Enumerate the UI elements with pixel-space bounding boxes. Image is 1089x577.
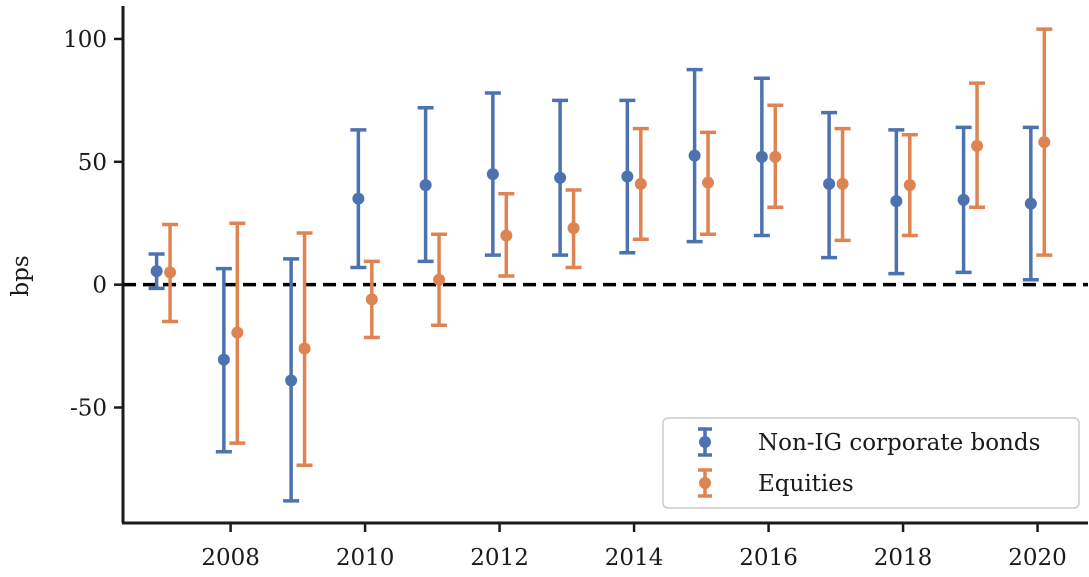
y-axis-label: bps (8, 255, 34, 296)
series-bonds (148, 67, 1039, 503)
x-tick-label: 2010 (336, 545, 395, 571)
y-tick-label: 100 (63, 27, 107, 53)
data-point (957, 193, 970, 206)
data-point (285, 374, 298, 387)
legend-label: Equities (758, 471, 854, 497)
data-point (836, 177, 849, 190)
x-tick-label: 2014 (605, 545, 664, 571)
data-point (298, 342, 311, 355)
x-tick-label: 2016 (739, 545, 798, 571)
data-point (755, 150, 768, 163)
plot-area (121, 6, 1088, 525)
data-point (231, 326, 244, 339)
x-tick-label: 2020 (1008, 545, 1067, 571)
x-tick-label: 2018 (874, 545, 933, 571)
y-axis-ticks: -50 0 50 100 (63, 27, 123, 422)
legend-handle-marker (699, 477, 711, 489)
legend-entry: Equities (698, 468, 854, 498)
legend-box (662, 417, 1080, 509)
chart-marks (148, 27, 1053, 503)
data-point (823, 177, 836, 190)
data-point (688, 149, 701, 162)
data-point (971, 139, 984, 152)
data-point (567, 222, 580, 235)
y-tick-label: -50 (70, 396, 107, 422)
series-equities (162, 27, 1053, 468)
x-tick-label: 2008 (201, 545, 260, 571)
legend: Non-IG corporate bonds Equities (662, 417, 1080, 509)
data-point (419, 179, 432, 192)
data-point (702, 176, 715, 189)
data-point (1024, 197, 1037, 210)
data-point (164, 266, 177, 279)
legend-handle-marker (699, 436, 711, 448)
x-axis-ticks: 2008 2010 2012 2014 2016 2018 2020 (201, 523, 1067, 571)
legend-label: Non-IG corporate bonds (758, 430, 1040, 456)
data-point (500, 229, 513, 242)
data-point (433, 273, 446, 286)
data-point (1038, 136, 1051, 149)
y-tick-label: 50 (78, 150, 107, 176)
legend-entry: Non-IG corporate bonds (698, 427, 1040, 457)
data-point (217, 353, 230, 366)
data-point (554, 171, 567, 184)
data-point (621, 170, 634, 183)
data-point (150, 265, 163, 278)
data-point (352, 192, 365, 205)
data-point (634, 177, 647, 190)
data-point (890, 195, 903, 208)
data-point (365, 293, 378, 306)
y-tick-label: 0 (92, 273, 107, 299)
data-point (903, 179, 916, 192)
data-point (486, 168, 499, 181)
x-tick-label: 2012 (470, 545, 529, 571)
data-point (769, 150, 782, 163)
